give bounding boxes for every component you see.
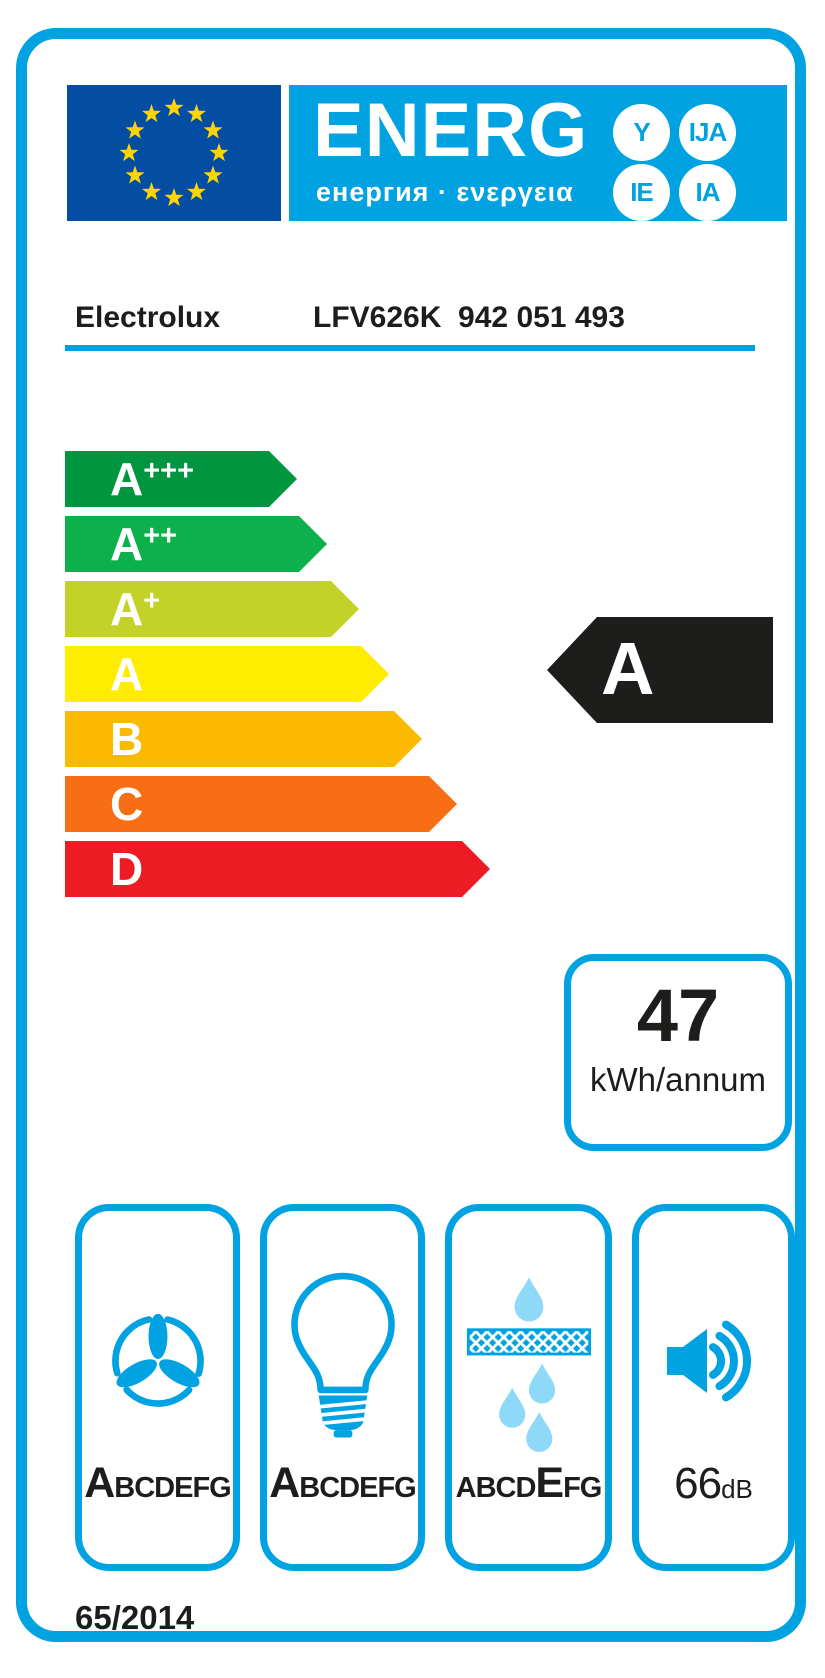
class-arrow-c: C	[65, 776, 457, 832]
letters-post: FG	[563, 1472, 602, 1504]
label-border: ENERG енергия · ενεργεια Y IJA IE IA Ele…	[16, 28, 806, 1642]
annual-energy-unit: kWh/annum	[589, 1061, 767, 1098]
noise-db-unit: dB	[721, 1474, 753, 1504]
brand-name: Electrolux	[75, 301, 221, 334]
class-arrow-a-plus3: A +++	[65, 451, 297, 507]
rating-letter: A	[601, 627, 655, 710]
class-arrow-d: D	[65, 841, 490, 897]
class-letter: A	[110, 583, 144, 635]
energy-suffix-circle-ia: IA	[679, 164, 736, 221]
letters-highlight: A	[84, 1459, 115, 1507]
letters-pre: ABCD	[455, 1472, 537, 1504]
brand-separator-line	[65, 345, 755, 351]
energy-logo-band: ENERG енергия · ενεργεια Y IJA IE IA	[289, 85, 787, 221]
grease-filtering-box: ABCDEFG	[445, 1204, 612, 1571]
noise-db-value: 66	[674, 1459, 722, 1508]
noise-level-box: 66dB	[632, 1204, 795, 1571]
regulation-number: 65/2014	[75, 1599, 195, 1636]
class-arrow-a: A	[65, 646, 389, 702]
noise-level-value: 66dB	[639, 1459, 788, 1521]
class-letter: A	[110, 648, 144, 700]
fan-efficiency-letters: ABCDEFG	[82, 1459, 233, 1521]
class-plus: +	[143, 584, 161, 617]
class-arrow-a-plus2: A ++	[65, 516, 327, 572]
lighting-efficiency-box: ABCDEFG	[260, 1204, 425, 1571]
lighting-efficiency-letters: ABCDEFG	[267, 1459, 418, 1521]
class-arrow-a-plus1: A +	[65, 581, 359, 637]
class-letter: A	[110, 518, 144, 570]
class-plus: +++	[143, 454, 195, 487]
letters-post: BCDEFG	[114, 1472, 231, 1504]
energy-suffix-circle-ija: IJA	[679, 104, 736, 161]
energy-suffix-circle-y: Y	[613, 104, 670, 161]
speaker-icon	[639, 1261, 788, 1461]
class-arrow-b: B	[65, 711, 422, 767]
model-number: LFV626K 942 051 493	[313, 301, 625, 334]
letters-highlight: E	[535, 1459, 564, 1507]
class-plus: ++	[143, 519, 178, 552]
class-letter: A	[110, 453, 144, 505]
class-letter: D	[110, 843, 144, 895]
eu-flag-icon	[67, 85, 281, 221]
annual-energy-value: 47	[636, 974, 720, 1057]
grease-filtering-letters: ABCDEFG	[452, 1459, 605, 1521]
energy-logo-text: ENERG	[313, 88, 589, 173]
class-letter: B	[110, 713, 144, 765]
class-letter: C	[110, 778, 144, 830]
fan-icon	[82, 1261, 233, 1461]
energy-suffix-circle-ie: IE	[613, 164, 670, 221]
letters-post: BCDEFG	[299, 1472, 416, 1504]
grease-filter-icon	[452, 1261, 605, 1461]
energy-logo-subtext: енергия · ενεργεια	[316, 177, 574, 207]
fan-efficiency-box: ABCDEFG	[75, 1204, 240, 1571]
letters-highlight: A	[269, 1459, 300, 1507]
lightbulb-icon	[267, 1261, 418, 1461]
rating-arrow: A	[547, 617, 773, 723]
annual-energy-box: 47 kWh/annum	[564, 954, 792, 1151]
